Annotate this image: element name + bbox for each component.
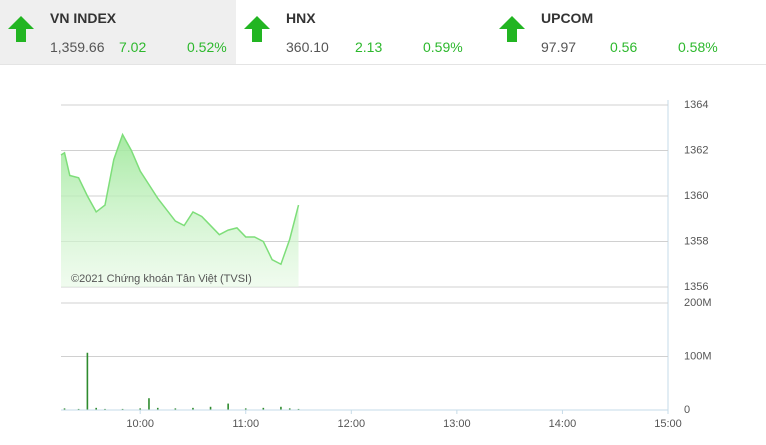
volume-bar: [297, 408, 300, 410]
x-tick-label: 11:00: [232, 418, 259, 430]
x-tick-label: 13:00: [443, 418, 471, 430]
index-percent: 0.52%: [187, 39, 227, 55]
volume-bar: [139, 408, 141, 410]
index-value: 97.97: [541, 39, 577, 55]
index-name: HNX: [286, 10, 316, 26]
y-tick-label: 200M: [684, 297, 712, 309]
price-line: [60, 132, 300, 266]
y-tick-label: 1358: [684, 235, 708, 247]
index-bar: VN INDEX 1,359.66 7.02 0.52% HNX 360.10 2.13 0.…: [0, 0, 766, 65]
volume-bar: [174, 408, 177, 410]
index-change: 7.02: [119, 39, 147, 55]
index-panel[interactable]: VN INDEX 1,359.66 7.02 0.52%: [0, 0, 236, 64]
volume-bar: [77, 408, 80, 410]
x-tick-label: 15:00: [654, 418, 682, 430]
index-panel[interactable]: HNX 360.10 2.13 0.59%: [236, 0, 491, 64]
volume-bar: [104, 408, 106, 410]
volume-bar: [288, 408, 291, 410]
up-arrow: [244, 16, 270, 42]
volume-bar: [244, 408, 247, 410]
x-tick-label: 12:00: [338, 418, 366, 430]
y-tick-label: 1364: [684, 99, 708, 111]
volume-bar: [262, 407, 265, 410]
y-tick-label: 1360: [684, 190, 708, 202]
y-tick-label: 0: [684, 404, 690, 416]
volume-bar: [63, 408, 66, 410]
volume-bar: [95, 407, 97, 410]
index-percent: 0.59%: [423, 39, 463, 55]
volume-bar: [148, 398, 150, 410]
price-area: [61, 134, 299, 287]
up-arrow: [8, 16, 34, 42]
volume-bar: [192, 407, 194, 410]
y-tick-label: 1356: [684, 281, 708, 293]
index-value: 1,359.66: [50, 39, 105, 55]
y-tick-label: 1362: [684, 144, 708, 156]
index-name: UPCOM: [541, 10, 594, 26]
index-change: 2.13: [355, 39, 383, 55]
up-arrow: [499, 16, 525, 42]
index-name: VN INDEX: [50, 10, 117, 26]
index-value: 360.10: [286, 39, 329, 55]
volume-bar: [280, 406, 282, 410]
x-tick-label: 10:00: [126, 418, 154, 430]
chart: 1356 1358 1360 1362 1364 ©2021 Chứng khoán Tâ…: [60, 99, 712, 430]
volume-bar: [156, 407, 159, 410]
volume-bar: [227, 403, 229, 410]
index-percent: 0.58%: [678, 39, 718, 55]
watermark: ©2021 Chứng khoán Tân Việt (TVSI): [71, 273, 252, 285]
x-tick-label: 14:00: [549, 418, 577, 430]
index-panel[interactable]: UPCOM 97.97 0.56 0.58%: [491, 0, 746, 64]
volume-bar: [209, 406, 212, 410]
index-change: 0.56: [610, 39, 638, 55]
volume-bar: [121, 408, 124, 410]
y-tick-label: 100M: [684, 350, 712, 362]
volume-bar: [86, 352, 89, 410]
